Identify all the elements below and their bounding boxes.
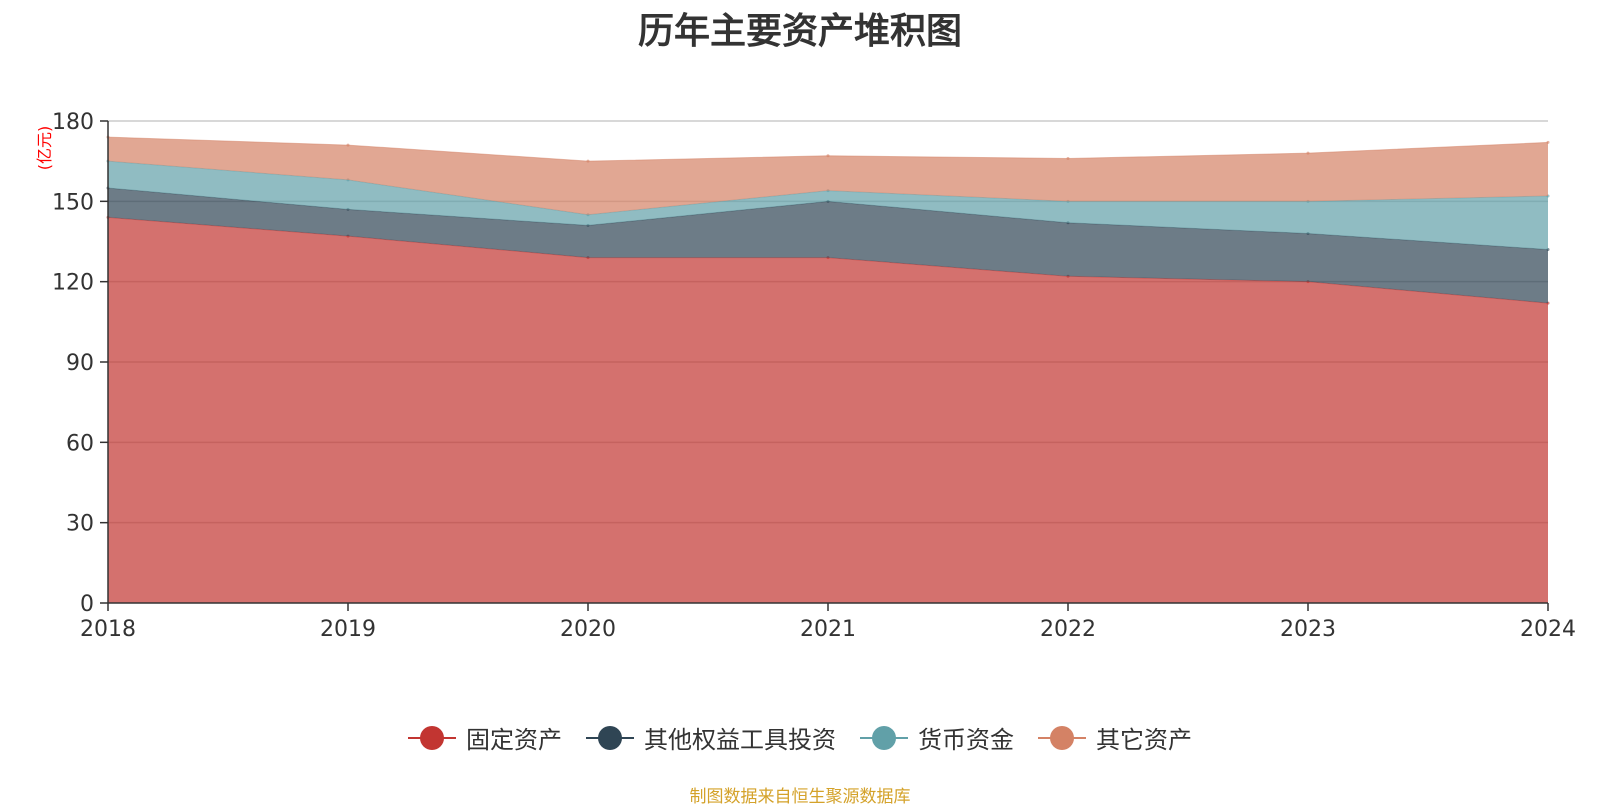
area-series-3 [108,137,1548,215]
legend-label: 货币资金 [918,726,1014,754]
x-tick-label: 2020 [560,617,616,642]
legend-item-0[interactable]: 固定资产 [408,720,562,755]
legend-marker-dot [420,725,444,750]
data-point-3-2 [586,159,590,163]
legend-marker-dot [872,725,896,750]
area-series-1 [108,187,1548,304]
legend-marker-icon [408,725,456,750]
legend-item-3[interactable]: 其它资产 [1038,720,1192,755]
legend-item-1[interactable]: 其他权益工具投资 [586,720,836,755]
y-tick-label: 30 [66,512,94,537]
x-tick-label: 2018 [80,617,136,642]
area-series-2 [108,161,1548,250]
legend-item-2[interactable]: 货币资金 [860,720,1014,755]
x-tick-label: 2022 [1040,617,1096,642]
legend-marker-icon [1038,725,1086,750]
y-tick-label: 150 [52,190,94,215]
y-tick-label: 90 [66,351,94,376]
data-point-3-3 [826,154,830,158]
chart-plot: 0 30 60 90 120 150 180 2018 2019 2020 2021 2022 2023… [35,110,1576,642]
chart-title: 历年主要资产堆积图 [637,11,962,52]
legend-label: 其他权益工具投资 [644,726,836,754]
y-tick-label: 180 [52,110,94,135]
y-tick-label: 60 [66,431,94,456]
legend-marker-dot [1050,725,1074,750]
area-series-0 [108,217,1548,603]
legend-marker-icon [586,725,634,750]
x-tick-label: 2023 [1280,617,1336,642]
x-tick-label: 2019 [320,617,376,642]
legend-label: 固定资产 [466,726,562,754]
legend-marker-icon [860,725,908,750]
legend-marker-dot [598,725,622,750]
data-point-3-5 [1306,151,1310,155]
data-point-3-4 [1066,156,1070,160]
y-axis-unit-label: (亿元) [35,126,54,171]
area-layer [106,135,1550,603]
y-tick-label: 0 [80,592,94,617]
data-point-3-1 [346,143,350,147]
data-point-3-6 [1546,140,1550,144]
legend: 固定资产 其他权益工具投资 货币资金 其它资产 [0,720,1600,755]
legend-label: 其它资产 [1096,726,1192,754]
x-tick-label: 2021 [800,617,856,642]
axis-layer: 0 30 60 90 120 150 180 2018 2019 2020 2021 2022 2023… [52,110,1576,642]
source-note: 制图数据来自恒生聚源数据库 [689,787,911,807]
y-tick-label: 120 [52,271,94,296]
x-tick-label: 2024 [1520,617,1576,642]
